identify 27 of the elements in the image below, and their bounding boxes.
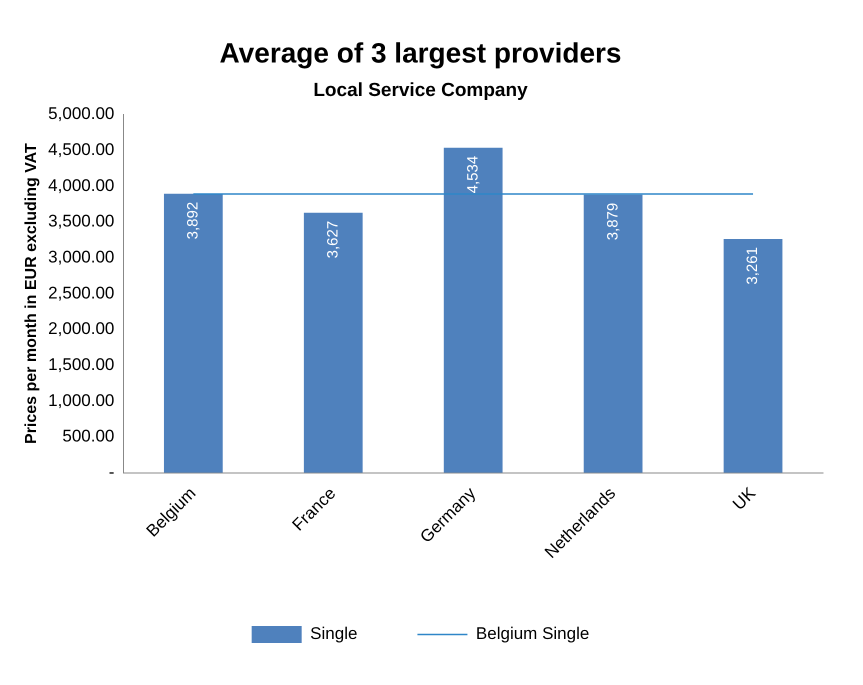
data-label: 3,261 [744, 247, 762, 285]
data-label: 3,879 [604, 202, 622, 240]
y-tick-label: 5,000.00 [48, 104, 114, 124]
y-tick-label: 1,000.00 [48, 390, 114, 410]
legend-label: Single [310, 624, 358, 644]
data-label: 3,627 [324, 220, 342, 258]
y-tick-label: 500.00 [62, 426, 114, 446]
y-tick-label: 3,500.00 [48, 212, 114, 231]
chart-title: Average of 3 largest providers [219, 38, 622, 69]
y-tick-label: 4,000.00 [48, 176, 114, 195]
bar [584, 194, 642, 473]
bar [304, 212, 363, 473]
data-label: 4,534 [464, 156, 482, 194]
y-tick-label: 1,500.00 [48, 354, 114, 374]
legend-label: Belgium Single [476, 624, 590, 644]
y-axis-title: Prices per month in EUR excluding VAT [23, 142, 40, 444]
y-tick-label: 4,500.00 [48, 140, 114, 159]
bar [164, 194, 223, 473]
y-tick-label: - [108, 462, 114, 482]
bar [444, 148, 503, 473]
y-tick-label: 2,500.00 [48, 283, 114, 302]
data-label: 3,892 [184, 202, 202, 240]
y-tick-label: 2,000.00 [48, 319, 114, 338]
bar [724, 239, 782, 473]
x-tick-label: UK [729, 483, 760, 514]
chart-subtitle: Local Service Company [313, 80, 528, 102]
y-tick-label: 3,000.00 [48, 247, 114, 266]
